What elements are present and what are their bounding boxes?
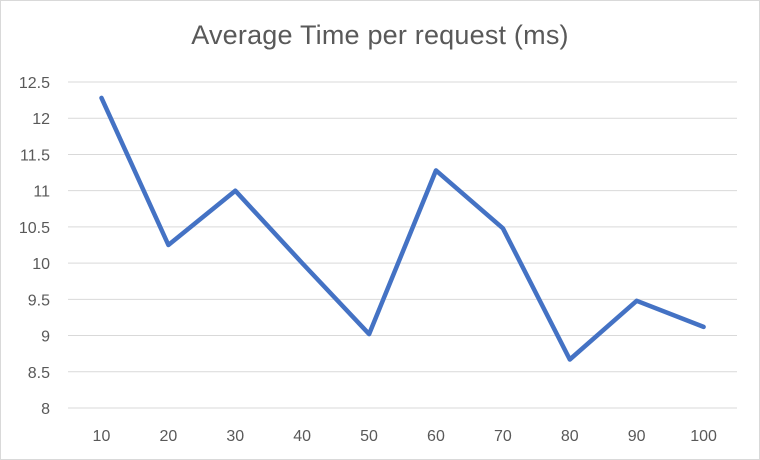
data-point bbox=[635, 299, 639, 303]
y-tick-label: 11.5 bbox=[20, 147, 50, 164]
y-tick-label: 12 bbox=[32, 111, 50, 128]
x-tick-label: 100 bbox=[690, 428, 717, 445]
y-tick-label: 8.5 bbox=[28, 365, 50, 382]
data-point bbox=[300, 261, 304, 265]
data-point bbox=[166, 243, 170, 247]
y-tick-label: 10.5 bbox=[19, 220, 50, 237]
x-tick-label: 50 bbox=[360, 428, 378, 445]
x-axis-tick-labels: 10 20 30 40 50 60 70 80 90 100 bbox=[93, 428, 717, 445]
y-tick-label: 9 bbox=[41, 329, 50, 346]
y-tick-label: 8 bbox=[41, 401, 50, 418]
y-tick-label: 9.5 bbox=[28, 292, 50, 309]
x-tick-label: 20 bbox=[159, 428, 177, 445]
y-tick-label: 11 bbox=[33, 184, 50, 201]
x-tick-label: 70 bbox=[494, 428, 512, 445]
series-layer bbox=[99, 95, 706, 362]
chart-title: Average Time per request (ms) bbox=[191, 20, 569, 50]
x-tick-label: 40 bbox=[293, 428, 311, 445]
data-point bbox=[367, 332, 371, 336]
data-point bbox=[99, 96, 103, 100]
data-point bbox=[702, 325, 706, 329]
data-point bbox=[434, 168, 438, 172]
data-point bbox=[233, 189, 237, 193]
x-tick-label: 90 bbox=[628, 428, 646, 445]
x-tick-label: 60 bbox=[427, 428, 445, 445]
data-point bbox=[568, 357, 572, 361]
x-tick-label: 80 bbox=[561, 428, 579, 445]
y-axis-tick-labels: 8 8.5 9 9.5 10 10.5 11 11.5 12 12.5 bbox=[19, 75, 50, 418]
x-tick-label: 10 bbox=[93, 428, 111, 445]
x-tick-label: 30 bbox=[226, 428, 244, 445]
data-point bbox=[501, 226, 505, 230]
y-tick-label: 10 bbox=[32, 256, 50, 273]
gridlines bbox=[68, 81, 737, 409]
series-line bbox=[99, 95, 706, 362]
y-tick-label: 12.5 bbox=[19, 75, 50, 92]
